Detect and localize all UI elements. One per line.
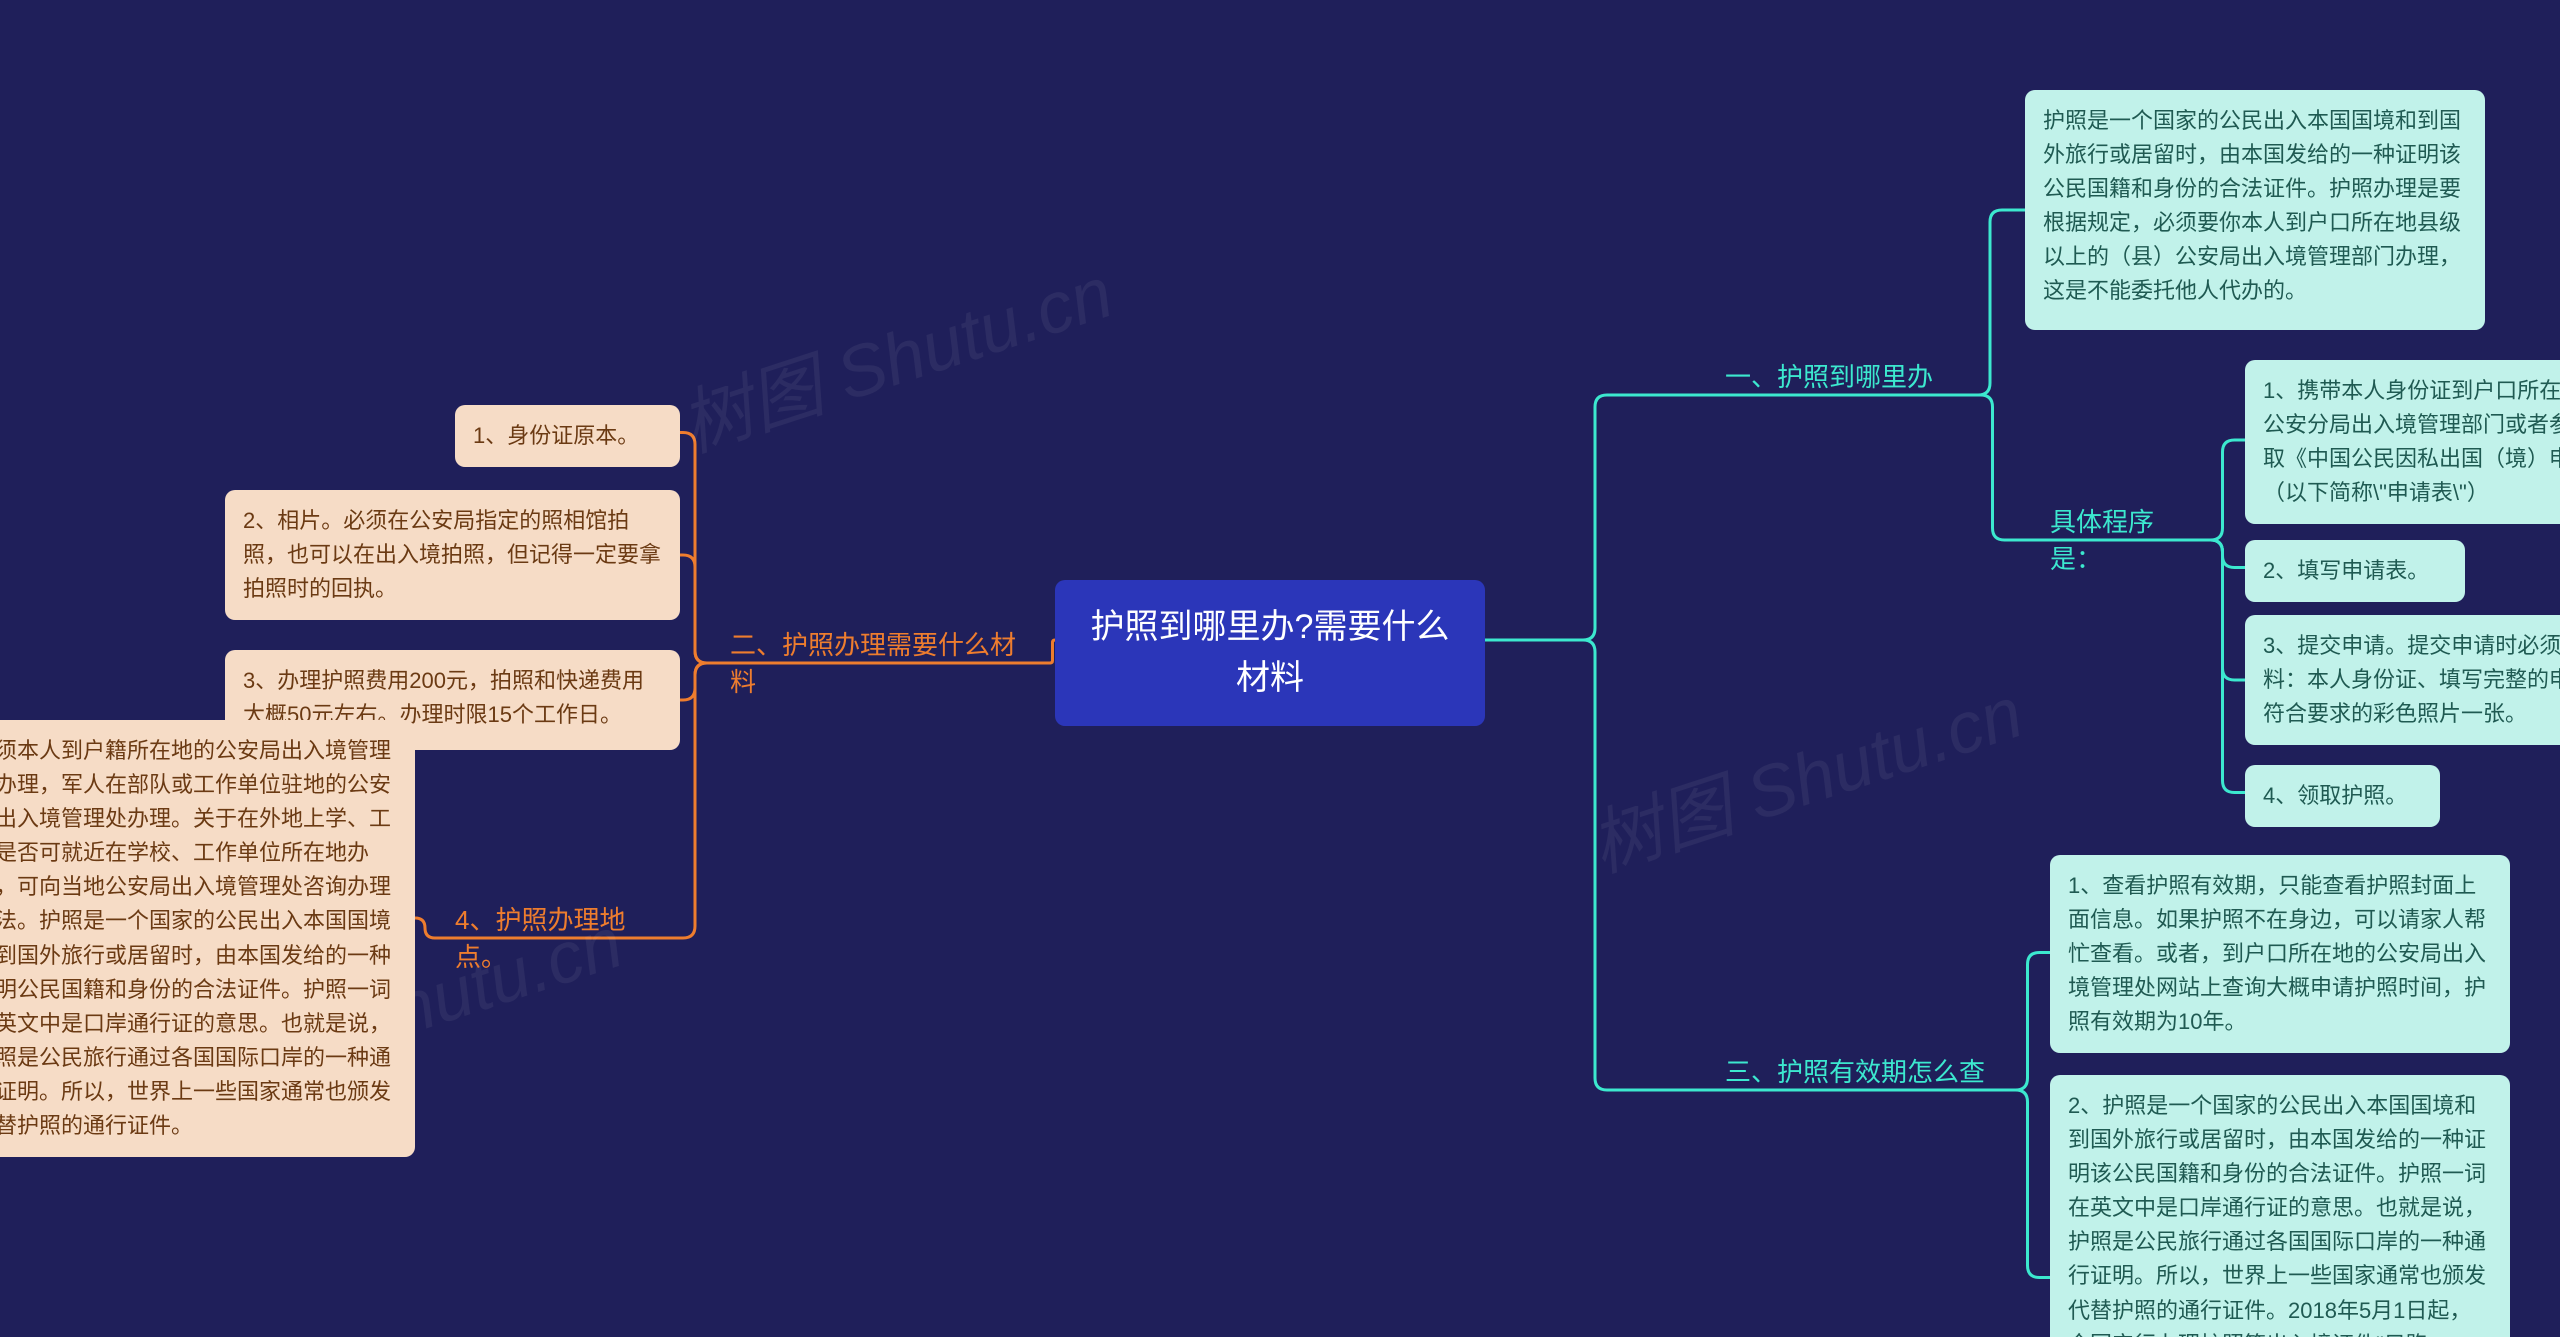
leaf-b2c1[interactable]: 1、身份证原本。 xyxy=(455,405,680,467)
leaf-b2c4a[interactable]: 必须本人到户籍所在地的公安局出入境管理处办理，军人在部队或工作单位驻地的公安局出… xyxy=(0,720,415,1157)
leaf-b1c1[interactable]: 护照是一个国家的公民出入本国国境和到国外旅行或居留时，由本国发给的一种证明该公民… xyxy=(2025,90,2485,330)
leaf-b3c2[interactable]: 2、护照是一个国家的公民出入本国国境和到国外旅行或居留时，由本国发给的一种证明该… xyxy=(2050,1075,2510,1337)
root-node[interactable]: 护照到哪里办?需要什么材料 xyxy=(1055,580,1485,726)
branch-b2[interactable]: 二、护照办理需要什么材料 xyxy=(710,613,1050,711)
branch-b1[interactable]: 一、护照到哪里办 xyxy=(1705,345,1955,406)
leaf-b1c2b[interactable]: 2、填写申请表。 xyxy=(2245,540,2465,602)
leaf-b1c2c[interactable]: 3、提交申请。提交申请时必须携带下列材料：本人身份证、填写完整的申请表原件、符合… xyxy=(2245,615,2560,745)
leaf-b1c2d[interactable]: 4、领取护照。 xyxy=(2245,765,2440,827)
leaf-b2c2[interactable]: 2、相片。必须在公安局指定的照相馆拍照，也可以在出入境拍照，但记得一定要拿拍照时… xyxy=(225,490,680,620)
leaf-b3c1[interactable]: 1、查看护照有效期，只能查看护照封面上面信息。如果护照不在身边，可以请家人帮忙查… xyxy=(2050,855,2510,1053)
branch-b3[interactable]: 三、护照有效期怎么查 xyxy=(1705,1040,2005,1101)
leaf-b1c2a[interactable]: 1、携带本人身份证到户口所在地派出所、公安分局出入境管理部门或者参团旅行社领取《… xyxy=(2245,360,2560,524)
branch-b2c4[interactable]: 4、护照办理地点。 xyxy=(435,888,680,986)
branch-b1c2[interactable]: 具体程序是： xyxy=(2030,490,2200,588)
